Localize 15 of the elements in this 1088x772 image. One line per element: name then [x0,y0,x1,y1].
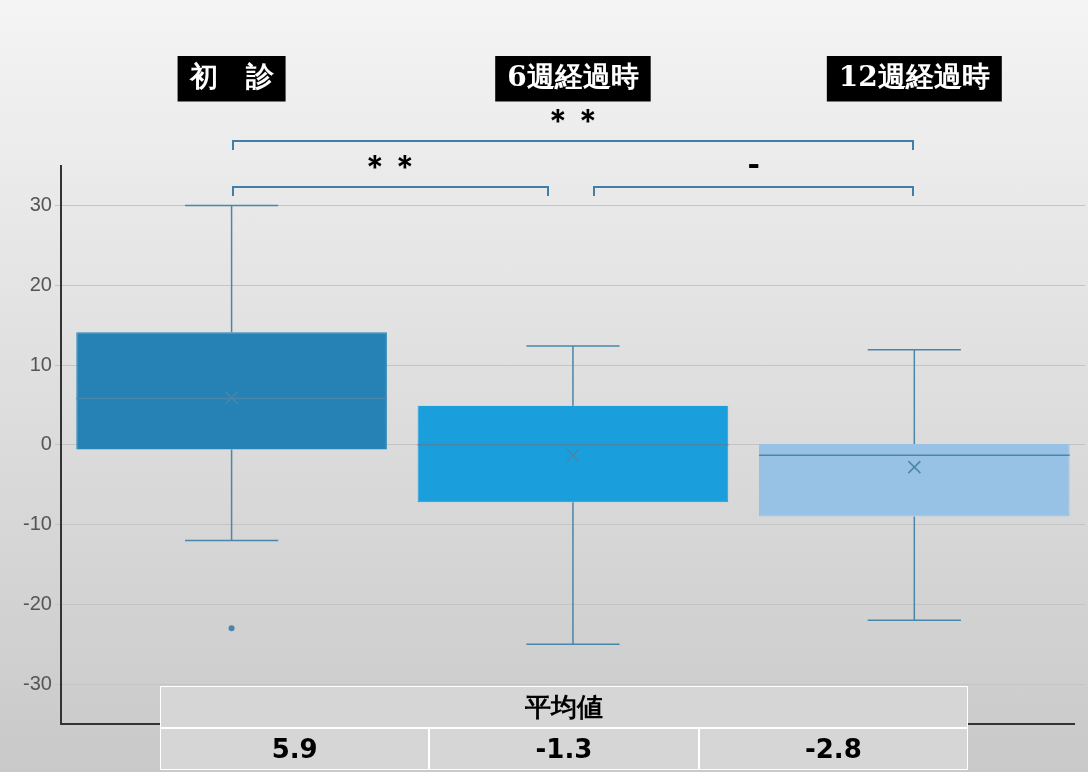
text: ＊＊ [542,101,603,139]
x-tick-label: 12週経過時 [838,60,990,94]
x-tick-label: 6週経過時 [507,60,639,94]
x-tick-label: 初 診 [188,60,275,94]
y-tick-label: 0 [40,432,52,455]
annotation: - [747,146,760,181]
y-tick-label: 10 [29,352,52,375]
annotation: ＊＊ [360,147,421,185]
table: 平均値 5.9 -1.3 -2.8 [160,686,968,770]
y-tick-label: -30 [23,671,52,694]
annotation: 平均値 [160,686,968,728]
y-tick-label: -20 [23,591,52,614]
y-tick-label: 20 [29,272,52,295]
y-tick-label: -10 [23,512,52,535]
y-tick-label: 30 [29,193,52,215]
